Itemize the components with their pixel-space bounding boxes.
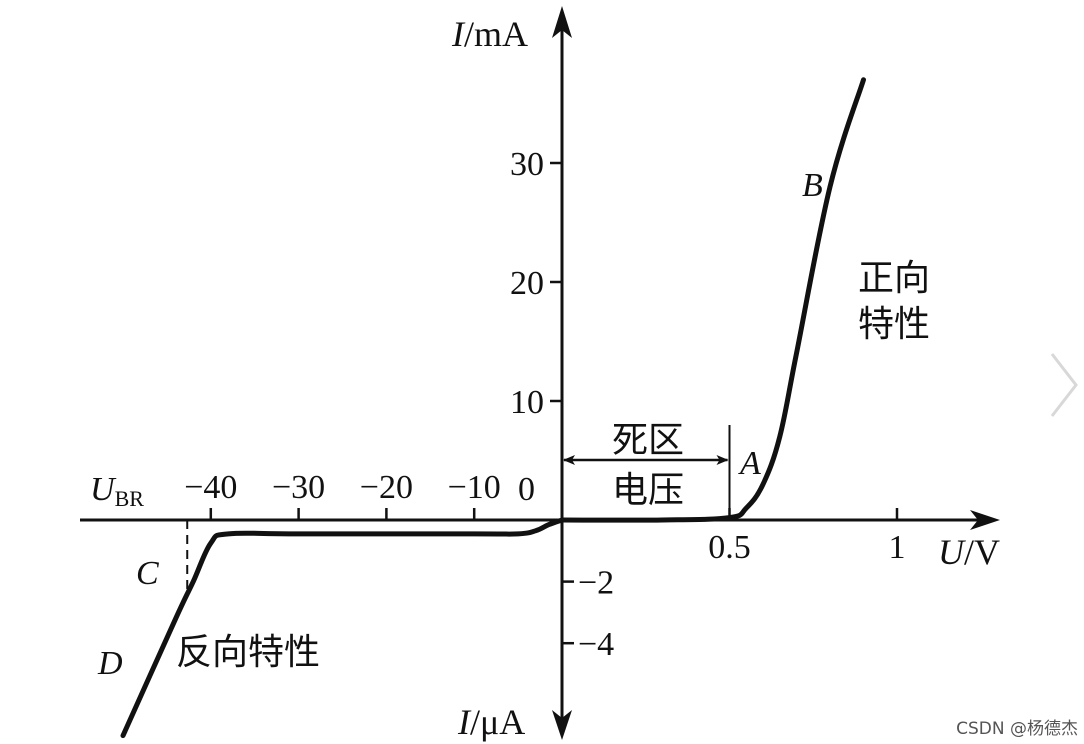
y-axis-title-negative-unit: /μA [470,702,525,742]
y-axis-arrowhead-bottom [552,710,572,740]
forward-characteristic-line1: 正向 [858,258,930,299]
series-forward-curve [559,77,866,523]
point-label-c: C [136,555,159,592]
chevron-right-icon[interactable] [1046,350,1080,420]
point-label-a: A [738,445,761,482]
watermark-text: CSDN @杨德杰 [956,719,1078,739]
y-axis-title-positive-var: I [451,14,466,54]
y-tick-label-reverse-1: −4 [578,626,614,663]
x-axis-title-unit: /V [964,532,1000,572]
breakdown-voltage-main: U [90,471,117,508]
forward-characteristic-line2: 特性 [858,304,930,345]
y-axis-title-positive-unit: /mA [464,14,528,54]
x-tick-label-forward-0: 0.5 [708,529,751,566]
y-axis-arrowhead-top [552,6,572,38]
x-axis-title: U/V [938,532,1000,572]
breakdown-voltage-sub: BR [115,486,145,511]
point-label-b: B [802,167,823,204]
x-tick-label-reverse-1: −20 [360,469,413,506]
x-tick-label-reverse-3: −40 [184,469,237,506]
x-tick-label-reverse-0: −10 [448,469,501,506]
y-axis-title-negative: I/μA [457,702,525,742]
x-axis-arrowhead [970,510,1000,530]
y-tick-label-forward-1: 20 [510,265,544,302]
x-tick-label-reverse-2: −30 [272,469,325,506]
y-tick-label-forward-0: 10 [510,384,544,421]
series-reverse-curve [120,517,565,739]
point-label-d: D [97,645,123,682]
y-tick-label-reverse-0: −2 [578,565,614,602]
origin-label: 0 [518,471,535,508]
axes [80,6,1000,740]
x-axis-title-var: U [938,532,966,572]
y-axis-title-negative-var: I [457,702,472,742]
dead-zone-label-line1: 死区 [612,420,684,461]
reverse-characteristic-label: 反向特性 [176,632,320,673]
y-axis-title-positive: I/mA [451,14,528,54]
x-tick-label-forward-1: 1 [889,529,906,566]
dead-zone-label-line2: 电压 [612,470,684,511]
breakdown-voltage-label: UBR [90,471,144,511]
y-tick-label-forward-2: 30 [510,146,544,183]
ticks-layer: 0.5 1 −10 −20 −30 −40 10 20 30 −2 −4 [184,146,905,663]
